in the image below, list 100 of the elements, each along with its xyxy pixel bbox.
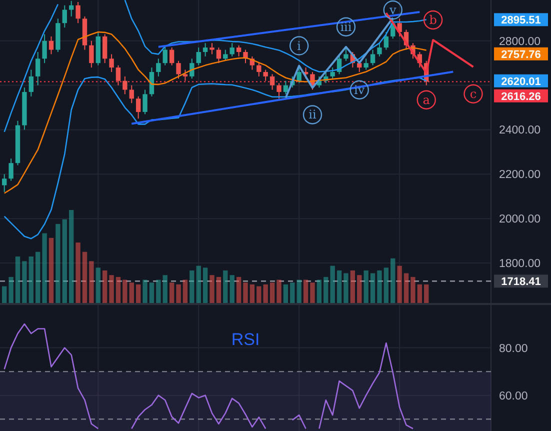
- bar: [62, 219, 67, 303]
- candlestick: [142, 89, 148, 115]
- bar: [276, 280, 282, 303]
- bar: [397, 266, 402, 303]
- bar: [28, 256, 34, 303]
- candlestick: [364, 58, 368, 70]
- candlestick: [263, 69, 268, 82]
- candlestick: [176, 60, 181, 80]
- bar: [136, 284, 141, 303]
- candlestick: [129, 84, 134, 104]
- bar: [102, 270, 108, 303]
- candlestick: [196, 47, 201, 66]
- bar: [210, 275, 214, 303]
- bar: [190, 270, 194, 303]
- candlestick: [136, 96, 141, 120]
- bar: [390, 258, 396, 303]
- annotation: i: [297, 38, 302, 53]
- candlestick: [36, 51, 40, 86]
- candlestick: [48, 36, 54, 55]
- bar: [182, 280, 188, 303]
- candlestick: [102, 34, 108, 64]
- candlestick: [116, 64, 121, 86]
- bar: [370, 273, 376, 303]
- bar: [122, 280, 128, 303]
- bar: [424, 284, 429, 303]
- text: 2895.51: [501, 14, 541, 27]
- candlestick: [236, 44, 242, 57]
- bar: [109, 275, 114, 303]
- bar: [89, 261, 94, 303]
- y-tick-label: 2000.00: [499, 214, 541, 226]
- y-tick-label: 2400.00: [499, 124, 541, 137]
- bar: [256, 286, 262, 303]
- bar: [243, 282, 248, 303]
- bar: [303, 280, 308, 303]
- bar: [142, 280, 148, 303]
- candlestick: [344, 47, 348, 62]
- candlestick: [377, 42, 382, 57]
- candlestick: [384, 31, 389, 50]
- ref-line-label: 1718.41: [501, 276, 541, 288]
- bar: [296, 280, 302, 303]
- candlestick: [68, 0, 74, 17]
- bar: [176, 284, 181, 303]
- candlestick: [270, 74, 275, 90]
- candlestick: [230, 42, 234, 57]
- bar: [330, 266, 335, 303]
- candlestick: [202, 42, 208, 57]
- candlestick: [283, 80, 288, 95]
- bar: [344, 273, 348, 303]
- text: RSI: [231, 330, 260, 349]
- candlestick: [276, 82, 282, 100]
- bar: [236, 276, 242, 303]
- bar: [404, 273, 409, 303]
- candlestick: [122, 76, 128, 95]
- bar: [129, 282, 134, 303]
- candlestick: [256, 62, 262, 77]
- bar: [324, 276, 328, 303]
- bar: [149, 282, 154, 303]
- bar: [357, 275, 362, 303]
- candlestick: [76, 2, 80, 24]
- legend-label: 2616.26: [501, 90, 541, 103]
- bar: [223, 270, 228, 303]
- candlestick: [8, 158, 14, 182]
- y-tick-label: 1800.00: [499, 258, 541, 270]
- candlestick: [109, 54, 114, 72]
- candlestick: [330, 67, 335, 80]
- bar: [82, 252, 88, 303]
- y-tick-label: 80.00: [499, 342, 528, 355]
- bar: [42, 233, 47, 303]
- bar: [230, 275, 234, 303]
- candlestick: [370, 49, 376, 66]
- bar: [316, 280, 322, 303]
- candlestick: [162, 44, 168, 66]
- bar: [290, 282, 295, 303]
- y-tick-label: 2200.00: [499, 169, 541, 182]
- bar: [202, 268, 208, 303]
- bar: [270, 282, 275, 303]
- candlestick: [62, 4, 67, 28]
- bar: [96, 268, 100, 303]
- bar: [156, 280, 161, 303]
- bar: [2, 286, 7, 303]
- bar: [364, 270, 368, 303]
- candlestick: [223, 49, 228, 62]
- candlestick: [182, 69, 188, 82]
- text: 2620.01: [501, 76, 541, 88]
- candlestick: [190, 58, 194, 80]
- bar: [216, 276, 222, 303]
- candlestick: [169, 47, 174, 66]
- annotation: iii: [340, 20, 352, 34]
- candlestick: [216, 47, 222, 64]
- candlestick: [2, 174, 7, 192]
- bar: [336, 270, 342, 303]
- annotation: c: [470, 86, 477, 101]
- bar: [263, 284, 268, 303]
- candlestick: [156, 58, 161, 77]
- candlestick: [210, 42, 214, 55]
- bar: [377, 270, 382, 303]
- bar: [169, 282, 174, 303]
- bar: [162, 275, 168, 303]
- bar: [417, 284, 422, 303]
- text: 2757.76: [501, 48, 541, 61]
